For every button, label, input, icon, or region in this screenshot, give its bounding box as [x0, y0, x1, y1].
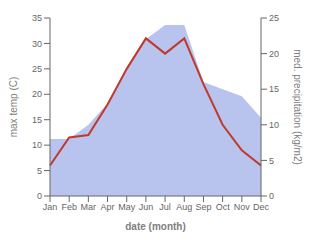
svg-text:5: 5 — [269, 156, 274, 166]
svg-text:May: May — [118, 202, 136, 212]
svg-text:20: 20 — [32, 89, 42, 99]
svg-text:Dec: Dec — [253, 202, 270, 212]
svg-text:Jun: Jun — [139, 202, 154, 212]
svg-text:0: 0 — [269, 191, 274, 201]
svg-text:date (month): date (month) — [125, 221, 186, 232]
svg-text:Oct: Oct — [216, 202, 231, 212]
svg-text:15: 15 — [269, 84, 279, 94]
svg-text:10: 10 — [269, 120, 279, 130]
svg-text:max temp (C): max temp (C) — [8, 77, 19, 138]
svg-text:med. precipitation (kg/m2): med. precipitation (kg/m2) — [292, 49, 303, 165]
svg-text:Sep: Sep — [195, 202, 211, 212]
svg-text:25: 25 — [269, 13, 279, 23]
svg-text:10: 10 — [32, 140, 42, 150]
svg-text:Mar: Mar — [81, 202, 97, 212]
svg-text:Nov: Nov — [234, 202, 251, 212]
svg-text:Apr: Apr — [101, 202, 115, 212]
svg-text:Jan: Jan — [43, 202, 58, 212]
svg-text:15: 15 — [32, 115, 42, 125]
svg-text:30: 30 — [32, 39, 42, 49]
svg-text:0: 0 — [37, 191, 42, 201]
svg-text:Aug: Aug — [176, 202, 192, 212]
svg-text:35: 35 — [32, 13, 42, 23]
svg-text:20: 20 — [269, 49, 279, 59]
svg-text:Jul: Jul — [159, 202, 171, 212]
svg-text:25: 25 — [32, 64, 42, 74]
svg-text:5: 5 — [37, 166, 42, 176]
svg-text:Feb: Feb — [61, 202, 77, 212]
